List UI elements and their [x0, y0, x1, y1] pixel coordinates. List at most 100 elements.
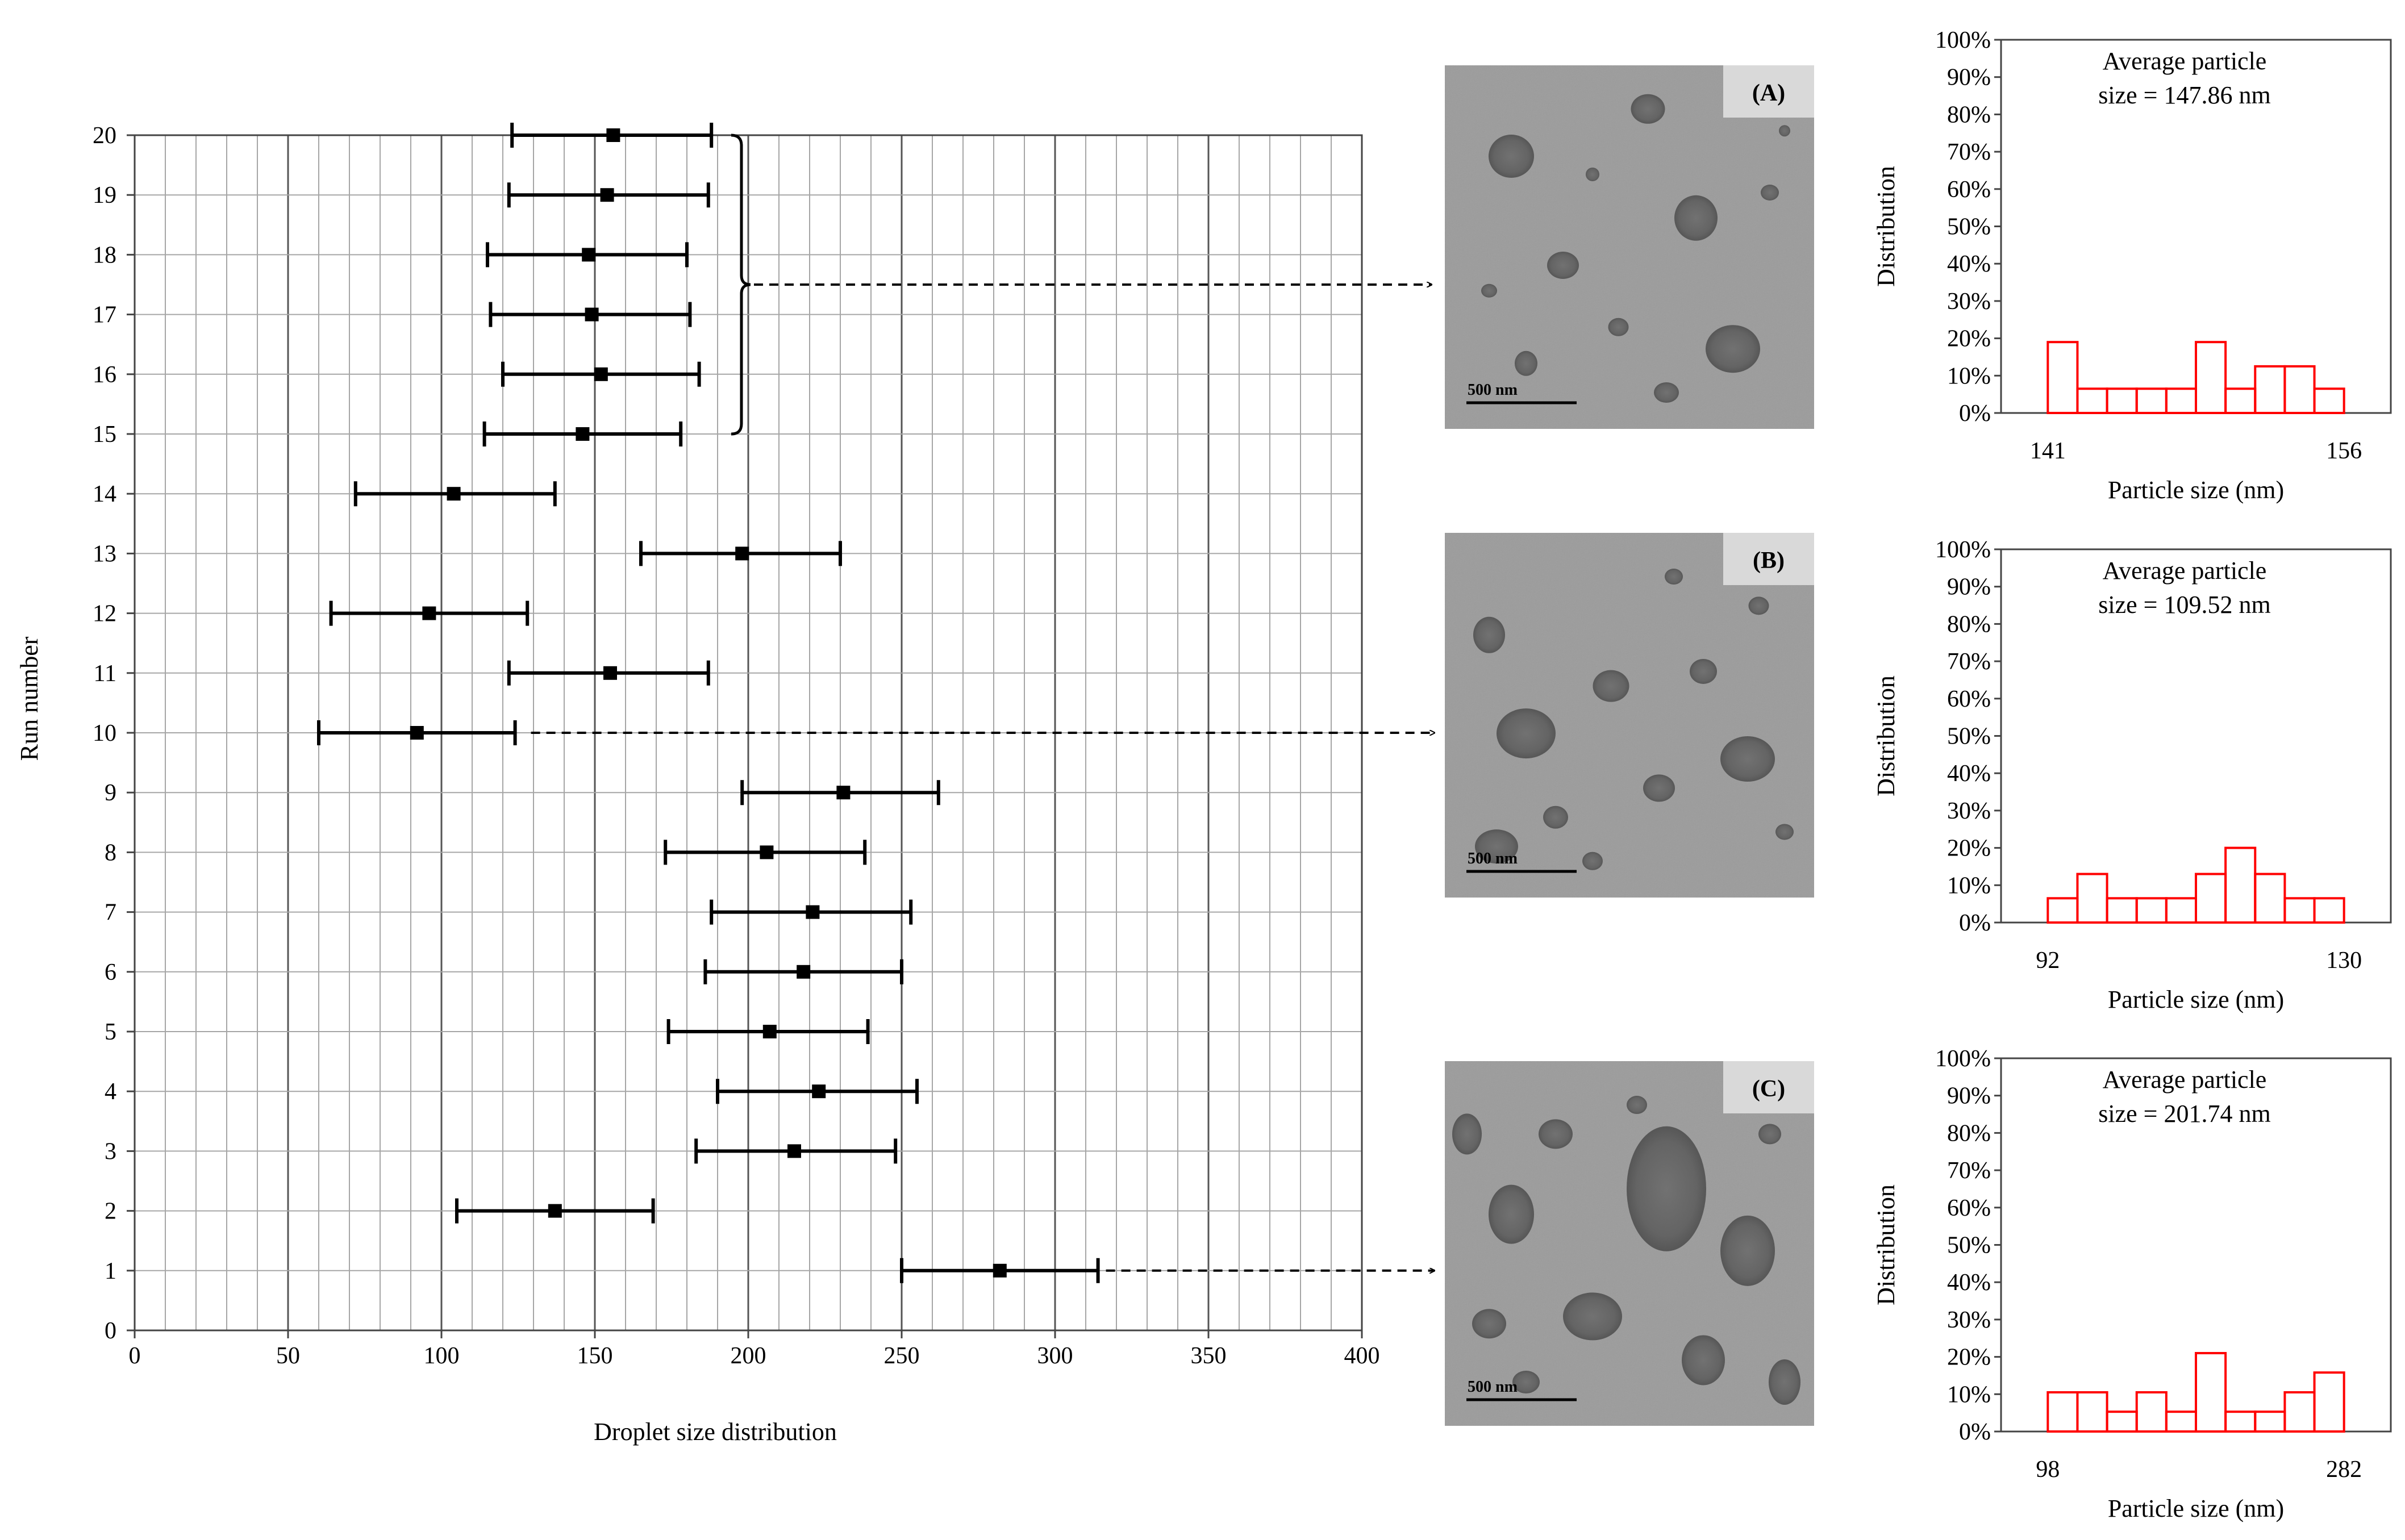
histogram-x-start-label: 92	[2036, 948, 2060, 974]
histogram-panel-c: 0% 10% 20% 30% 40% 50% 60% 70% 80% 90% 100% 98 282 Pa…	[1872, 1046, 2392, 1522]
histogram-y-tick-label: 50%	[1947, 724, 1991, 750]
histogram-bar	[2195, 341, 2227, 414]
micrograph-label-box	[1723, 1061, 1814, 1113]
mean-marker	[735, 546, 749, 561]
histogram-y-axis-label: Distribution	[1872, 675, 1900, 796]
histogram-annotation-line-2: size = 109.52 nm	[2098, 591, 2270, 619]
micrograph-droplet	[1779, 125, 1790, 137]
mean-marker	[594, 367, 608, 381]
mean-marker	[806, 905, 820, 919]
error-bar-run-17	[489, 302, 692, 327]
histogram-bar	[2313, 897, 2345, 924]
error-bar-run-16	[501, 361, 701, 387]
error-bar-run-2	[455, 1198, 655, 1224]
histogram-y-tick-label: 70%	[1947, 649, 1991, 675]
micrograph-droplet	[1682, 1335, 1725, 1385]
micrograph-droplet	[1512, 1370, 1540, 1393]
mean-marker	[603, 666, 617, 680]
micrograph-droplet	[1769, 1359, 1800, 1405]
histogram-annotation-line-2: size = 201.74 nm	[2098, 1100, 2270, 1128]
histogram-y-tick-label: 70%	[1947, 139, 1991, 165]
histogram-y-tick-label: 0%	[1959, 400, 1991, 427]
x-tick-label: 350	[1191, 1343, 1227, 1369]
error-bar-run-15	[482, 421, 683, 446]
y-tick-label: 8	[105, 840, 116, 866]
runs-15-20-bracket	[731, 133, 751, 436]
x-tick-label: 300	[1037, 1343, 1073, 1369]
y-tick-label: 17	[93, 302, 116, 328]
micrograph-droplet	[1758, 1124, 1781, 1145]
y-tick-label: 12	[93, 601, 116, 627]
micrograph-label-box	[1723, 533, 1814, 585]
error-bar-run-10	[317, 720, 517, 745]
histogram-y-tick-label: 40%	[1947, 251, 1991, 277]
error-bar-run-8	[664, 840, 867, 865]
histogram-x-axis-label: Particle size (nm)	[2108, 476, 2284, 504]
histogram-y-tick-label: 10%	[1947, 1382, 1991, 1408]
micrograph-droplet	[1706, 325, 1760, 373]
histogram-annotation-line-1: Average particle	[2103, 47, 2267, 75]
error-bar-run-9	[740, 780, 940, 806]
x-tick-label: 400	[1344, 1343, 1380, 1369]
histogram-y-tick-label: 90%	[1947, 65, 1991, 91]
error-bar-run-6	[703, 959, 903, 984]
histogram-panels: 0% 10% 20% 30% 40% 50% 60% 70% 80% 90% 100% 141 156 P…	[1872, 27, 2392, 1522]
micrograph-droplet	[1489, 1184, 1534, 1244]
histogram-x-end-label: 282	[2326, 1456, 2362, 1483]
mean-marker	[797, 965, 811, 979]
micrograph-panel-c: (C) 500 nm	[1445, 1061, 1814, 1426]
micrograph-droplet	[1690, 658, 1717, 684]
micrograph-droplet	[1593, 670, 1629, 702]
error-bar-run-14	[353, 481, 557, 507]
micrograph-panel-b: (B) 500 nm	[1445, 533, 1814, 898]
micrograph-droplet	[1674, 195, 1718, 241]
micrograph-droplet	[1472, 1309, 1506, 1339]
error-bar-run-5	[666, 1019, 870, 1044]
micrograph-droplet	[1497, 708, 1556, 759]
histogram-y-tick-label: 80%	[1947, 611, 1991, 637]
mean-marker	[600, 188, 614, 202]
micrograph-droplet	[1481, 283, 1497, 298]
mean-marker	[787, 1144, 801, 1158]
micrograph-scale-label: 500 nm	[1468, 850, 1518, 867]
x-tick-label: 150	[577, 1343, 613, 1369]
histogram-y-tick-label: 30%	[1947, 289, 1991, 315]
histogram-y-tick-label: 80%	[1947, 1120, 1991, 1146]
error-bar-run-20	[510, 123, 714, 148]
histogram-y-tick-label: 50%	[1947, 214, 1991, 240]
y-tick-label: 0	[105, 1318, 116, 1344]
y-tick-label: 4	[105, 1079, 116, 1105]
histogram-y-tick-label: 0%	[1959, 910, 1991, 936]
histogram-y-tick-label: 90%	[1947, 574, 1991, 600]
histogram-y-tick-label: 70%	[1947, 1158, 1991, 1184]
main-chart-x-axis-label: Droplet size distribution	[594, 1418, 837, 1446]
micrograph-droplet	[1539, 1119, 1573, 1149]
mean-marker	[993, 1263, 1007, 1278]
main-chart-callout-arrows	[531, 133, 1435, 1271]
mean-marker	[422, 606, 436, 620]
micrograph-droplet	[1720, 1215, 1775, 1286]
y-tick-label: 6	[105, 959, 116, 986]
error-bar-run-4	[716, 1079, 919, 1104]
micrograph-panel-a: (A) 500 nm	[1445, 65, 1814, 429]
mean-marker	[585, 307, 599, 322]
x-tick-label: 200	[731, 1343, 766, 1369]
histogram-y-tick-label: 50%	[1947, 1233, 1991, 1259]
mean-marker	[548, 1204, 562, 1218]
histogram-x-start-label: 141	[2030, 438, 2066, 464]
histogram-y-tick-label: 80%	[1947, 102, 1991, 128]
micrograph-droplet	[1582, 852, 1603, 870]
micrograph-panel-label: (B)	[1753, 548, 1785, 574]
histogram-y-tick-label: 60%	[1947, 177, 1991, 203]
histogram-bar	[2046, 341, 2079, 414]
micrograph-droplet	[1665, 569, 1683, 585]
histogram-y-tick-label: 10%	[1947, 873, 1991, 899]
histogram-annotation-line-2: size = 147.86 nm	[2098, 81, 2270, 109]
micrograph-scale-label: 500 nm	[1468, 381, 1518, 399]
micrograph-droplet	[1475, 829, 1518, 864]
error-bar-run-12	[329, 600, 530, 626]
histogram-bar	[2313, 1371, 2345, 1433]
micrograph-scale-label: 500 nm	[1468, 1378, 1518, 1396]
histogram-annotation-line-1: Average particle	[2103, 1066, 2267, 1094]
